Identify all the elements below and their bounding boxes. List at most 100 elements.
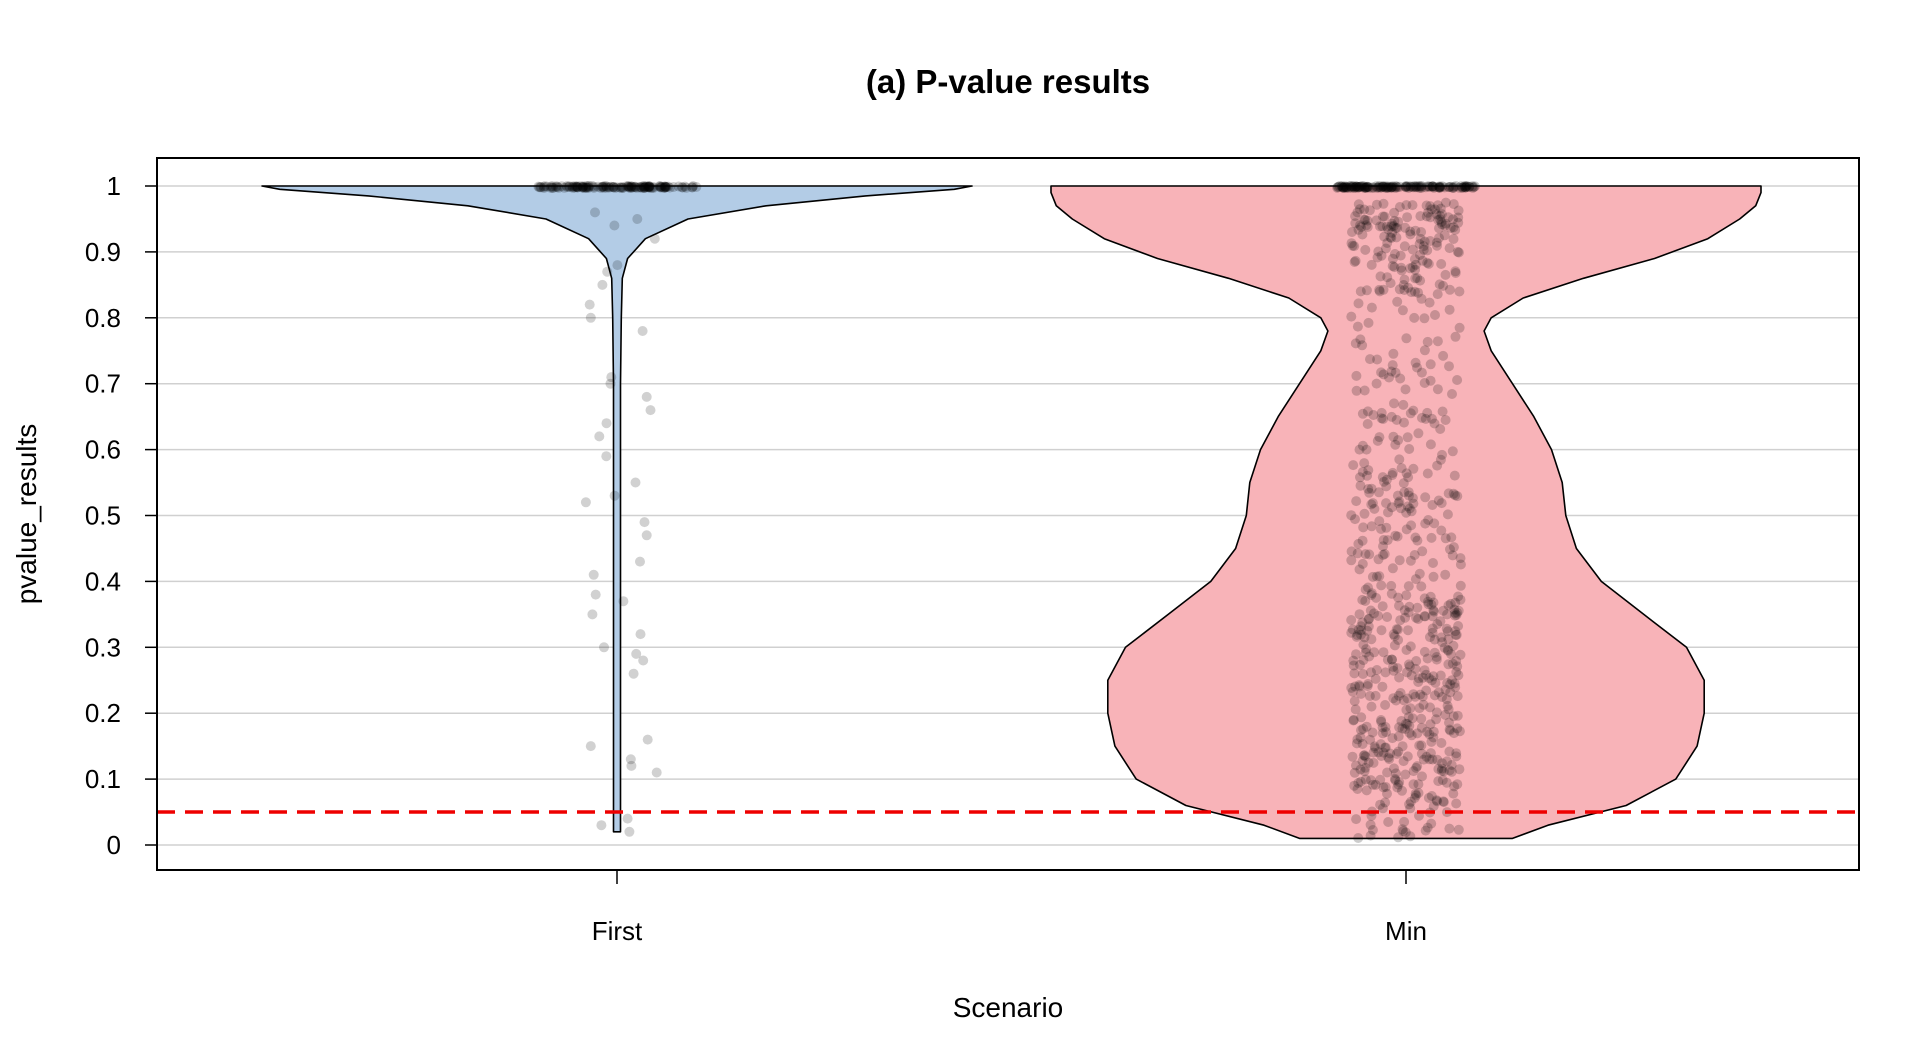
data-point-min	[1365, 830, 1376, 841]
data-point-min	[1437, 763, 1447, 774]
data-point-min	[1381, 481, 1392, 492]
data-point-min	[1373, 487, 1384, 498]
data-point-min	[1401, 590, 1412, 601]
data-point-min	[1427, 181, 1438, 192]
data-point-first	[535, 182, 546, 193]
data-point-min	[1367, 727, 1378, 738]
data-point-min	[1387, 654, 1397, 665]
data-point-first	[644, 181, 655, 192]
data-point-first	[618, 182, 629, 193]
data-point-min	[1428, 726, 1439, 737]
data-point-first	[630, 181, 641, 192]
data-point-min	[1352, 321, 1363, 332]
data-point-min	[1421, 211, 1432, 222]
data-point-first	[635, 181, 646, 192]
data-point-min	[1399, 605, 1410, 616]
data-point-min	[1377, 601, 1388, 612]
data-point-min	[1378, 747, 1389, 758]
data-point-min	[1450, 597, 1461, 608]
data-point-min	[1365, 734, 1376, 745]
data-point-min	[1430, 182, 1441, 192]
data-point-first	[609, 490, 620, 501]
data-point-min	[1403, 472, 1414, 483]
data-point-min	[1404, 799, 1415, 810]
data-point-min	[1444, 746, 1455, 757]
data-point-min	[1374, 284, 1385, 295]
data-point-min	[1374, 181, 1385, 191]
data-point-first	[659, 181, 670, 192]
data-point-min	[1375, 739, 1386, 750]
data-point-min	[1397, 824, 1408, 835]
data-point-min	[1426, 791, 1437, 801]
data-point-min	[1406, 520, 1417, 531]
data-point-min	[1361, 285, 1372, 296]
data-point-min	[1397, 785, 1407, 796]
data-point-min	[1358, 182, 1369, 193]
data-point-min	[1423, 207, 1433, 218]
data-point-first	[677, 182, 687, 193]
data-point-min	[1404, 444, 1415, 454]
data-point-first	[556, 181, 567, 192]
data-point-min	[1445, 679, 1456, 690]
data-point-min	[1353, 182, 1364, 192]
data-point-min	[1410, 357, 1421, 368]
data-point-min	[1369, 741, 1380, 752]
data-point-min	[1386, 233, 1397, 243]
data-point-min	[1371, 199, 1382, 210]
data-point-min	[1378, 369, 1389, 380]
data-point-min	[1425, 748, 1436, 759]
data-point-min	[1346, 182, 1357, 192]
data-point-min	[1406, 730, 1417, 741]
data-point-min	[1427, 623, 1438, 634]
data-point-min	[1414, 181, 1425, 192]
data-point-min	[1362, 182, 1373, 193]
data-point-min	[1387, 227, 1398, 238]
data-point-min	[1401, 468, 1412, 479]
data-point-min	[1399, 487, 1410, 498]
data-point-min	[1374, 432, 1385, 443]
data-point-first	[585, 741, 596, 752]
data-point-min	[1359, 204, 1370, 215]
data-point-first	[656, 181, 667, 192]
data-point-min	[1453, 591, 1464, 602]
data-point-min	[1425, 236, 1436, 246]
data-point-min	[1364, 651, 1375, 662]
data-point-min	[1428, 182, 1439, 193]
data-point-first	[637, 326, 648, 336]
data-point-min	[1393, 832, 1404, 843]
data-point-min	[1352, 181, 1362, 192]
data-point-min	[1389, 207, 1400, 218]
data-point-min	[1357, 617, 1368, 628]
data-point-first	[635, 629, 646, 640]
data-point-min	[1420, 611, 1431, 622]
data-point-min	[1379, 211, 1390, 222]
data-point-first	[562, 182, 573, 193]
data-point-min	[1355, 732, 1366, 743]
data-point-first	[616, 182, 627, 193]
data-point-min	[1410, 663, 1421, 674]
data-point-min	[1402, 432, 1413, 443]
data-point-min	[1388, 693, 1399, 704]
data-point-min	[1351, 649, 1361, 660]
data-point-min	[1453, 670, 1464, 681]
data-point-min	[1423, 599, 1434, 610]
data-point-min	[1411, 182, 1422, 193]
data-point-first	[639, 182, 650, 193]
data-point-min	[1365, 775, 1376, 786]
data-point-min	[1348, 714, 1359, 725]
data-point-min	[1448, 181, 1459, 192]
data-point-min	[1396, 463, 1407, 474]
data-point-first	[643, 181, 654, 192]
data-point-min	[1395, 503, 1406, 514]
data-point-min	[1421, 200, 1432, 211]
data-point-min	[1392, 296, 1403, 307]
data-point-min	[1448, 199, 1459, 210]
data-point-min	[1440, 569, 1451, 580]
data-point-min	[1375, 774, 1386, 785]
data-point-min	[1362, 182, 1373, 192]
data-point-min	[1452, 661, 1463, 672]
data-point-min	[1380, 742, 1391, 753]
data-point-min	[1438, 797, 1449, 808]
data-point-min	[1345, 181, 1355, 191]
data-point-min	[1350, 338, 1361, 349]
